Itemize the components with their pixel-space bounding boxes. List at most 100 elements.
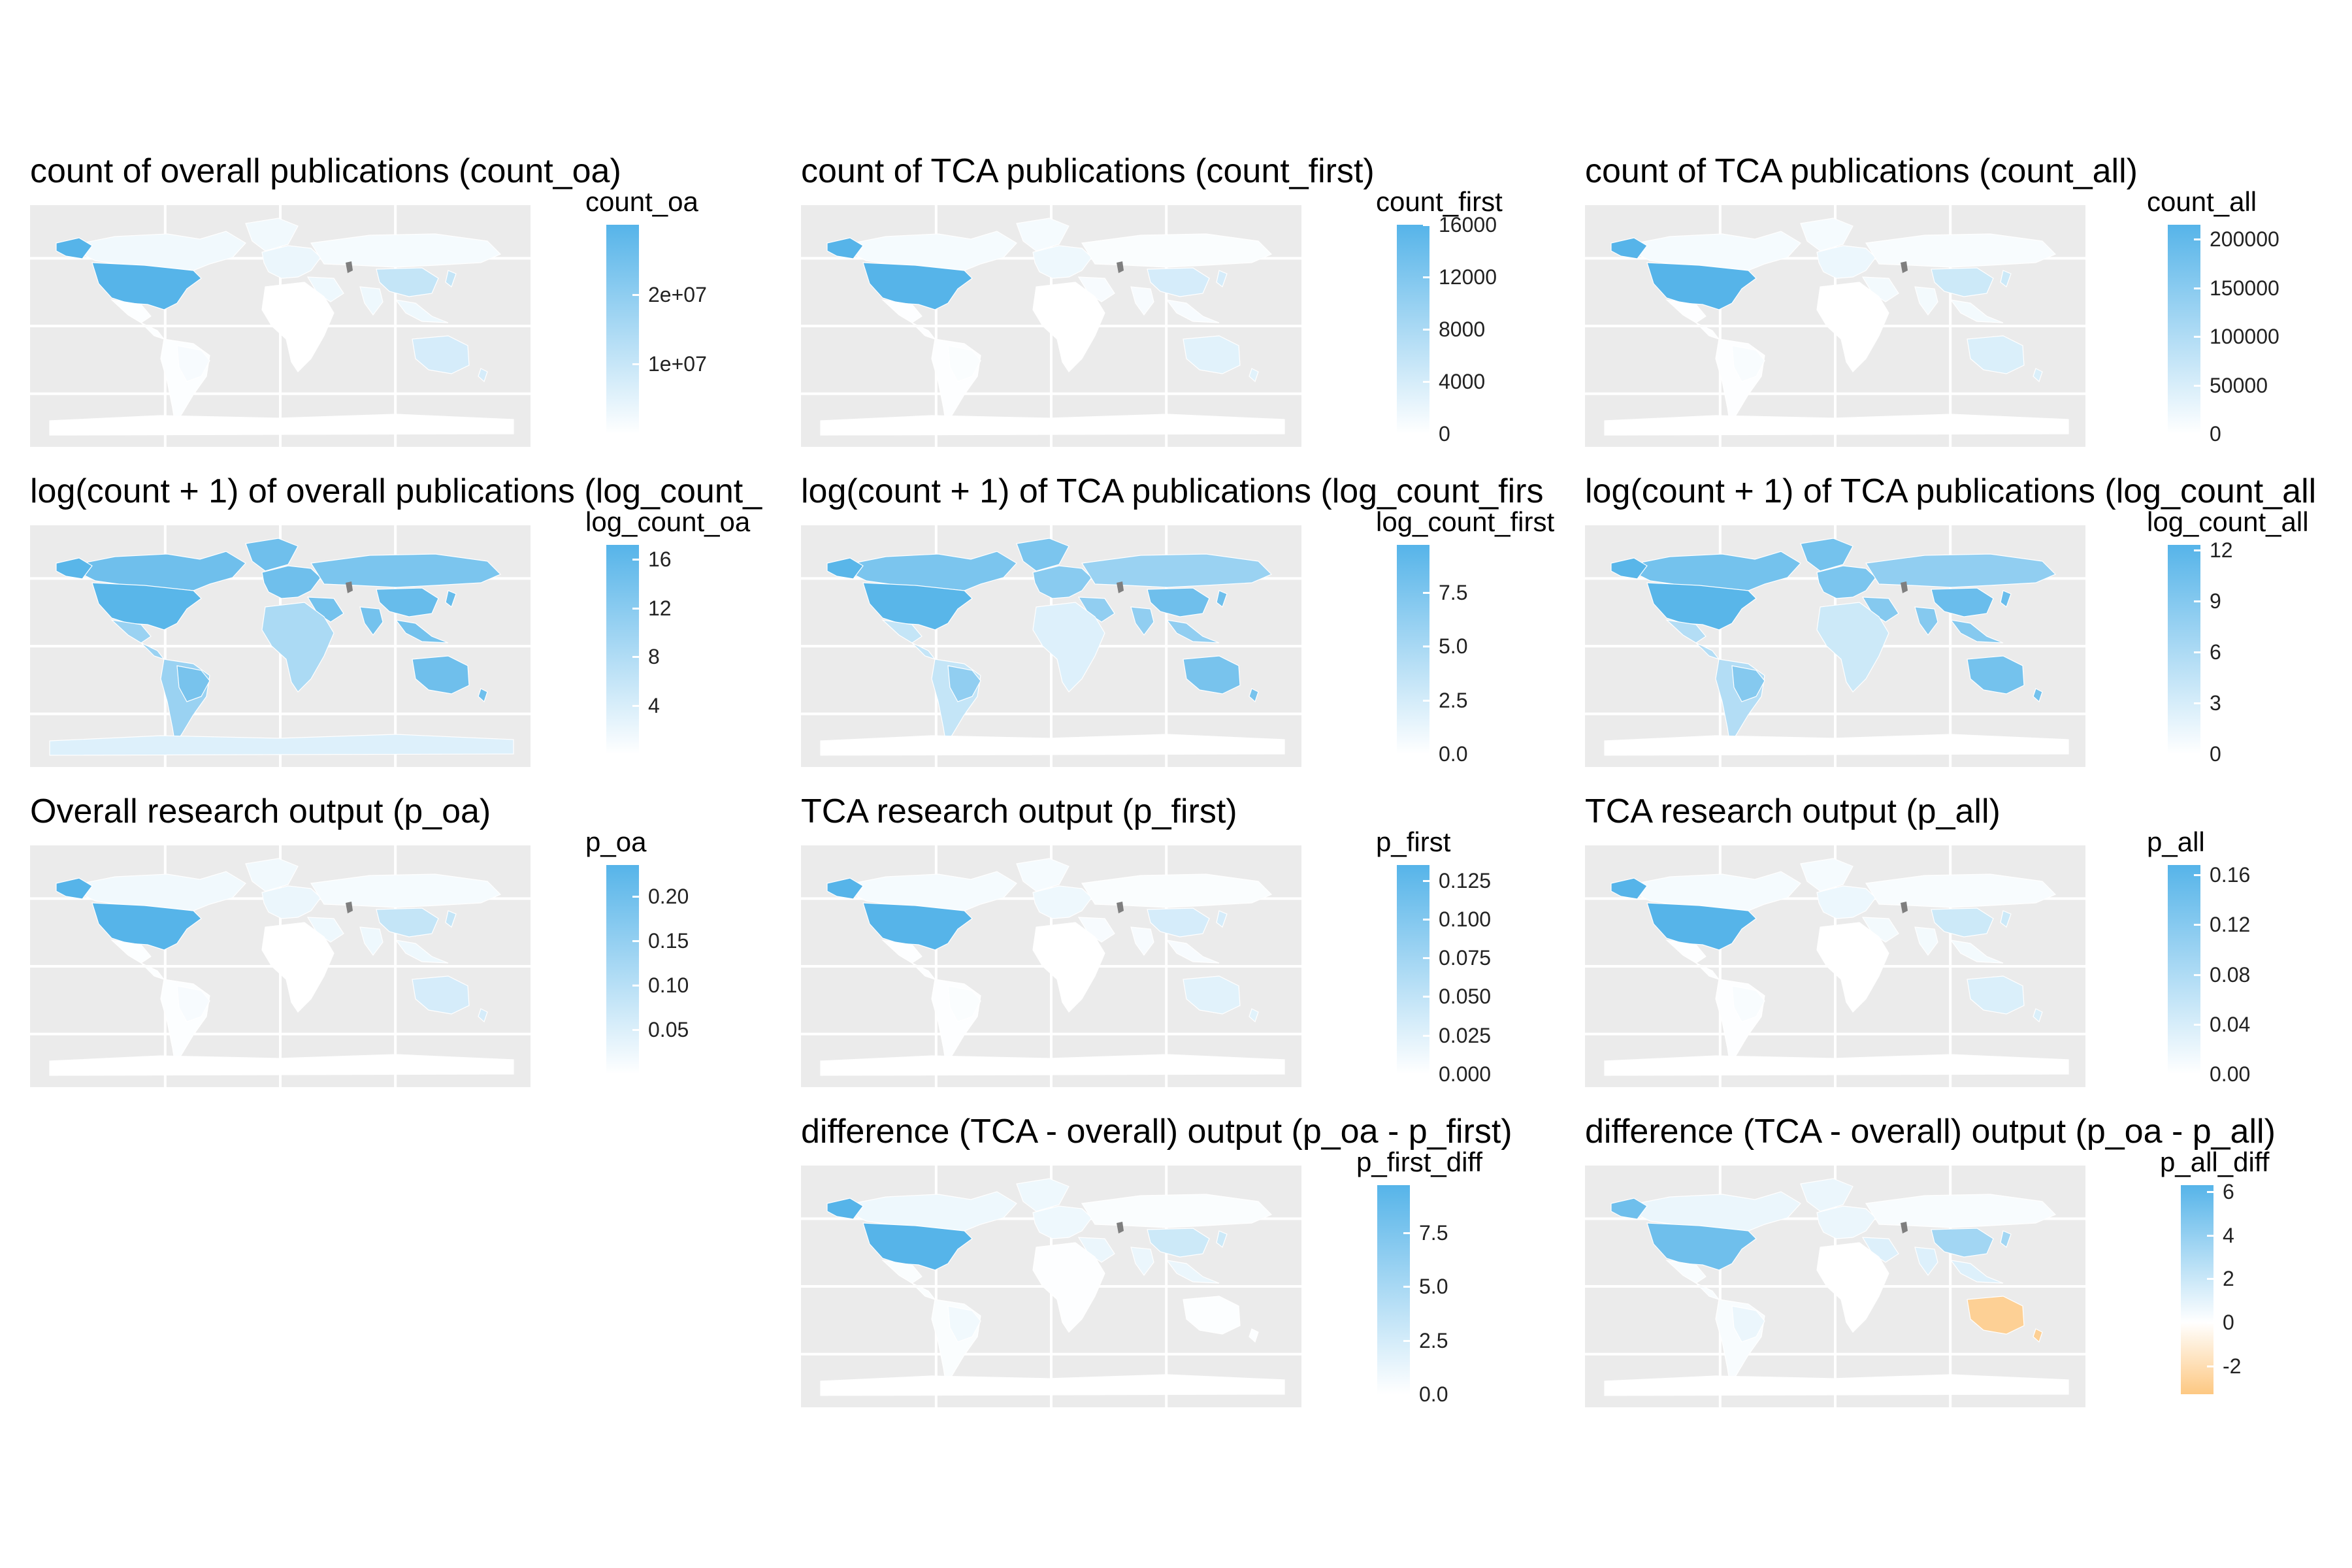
country-australia [1183, 1296, 1241, 1335]
country-missing-data [1901, 261, 1908, 273]
legend-tick-label: 100000 [2210, 325, 2279, 349]
country-new-zealand [2033, 368, 2043, 383]
country-alaska [826, 557, 864, 580]
world-map [30, 205, 531, 447]
country-india [359, 926, 384, 956]
country-europe [1032, 1205, 1092, 1239]
country-china [376, 907, 439, 938]
country-japan [2000, 1230, 2012, 1248]
legend-tick-label: 4 [648, 693, 660, 717]
legend-tick-mark [1423, 329, 1429, 331]
country-antarctica [49, 734, 514, 756]
map-svg [801, 845, 1301, 1087]
world-map [801, 845, 1301, 1087]
legend-tick-label: 5.0 [1419, 1275, 1448, 1299]
country-alaska [56, 877, 93, 900]
map-svg [30, 525, 531, 767]
legend-title: count_oa [585, 186, 698, 217]
country-se-asia [1950, 1260, 2004, 1284]
country-se-asia [1166, 619, 1220, 644]
legend-tick-mark [1403, 1286, 1410, 1288]
world-map [30, 525, 531, 767]
country-greenland [245, 858, 299, 892]
legend: p_first 0.125 0.100 0.075 0.050 0.025 0.000 [1376, 828, 1572, 1103]
legend-tick-label: 0.16 [2210, 863, 2251, 887]
legend-tick-label: 0.12 [2210, 913, 2251, 937]
country-se-asia [1950, 619, 2004, 644]
country-new-zealand [478, 688, 488, 703]
country-missing-data [1117, 261, 1124, 273]
legend-tick-label: 2.5 [1419, 1328, 1448, 1352]
legend-tick-mark [1423, 879, 1429, 882]
legend-tick-mark [632, 559, 639, 561]
country-missing-data [346, 581, 353, 593]
legend-tick-label: 4000 [1439, 370, 1486, 393]
legend-title: log_count_all [2147, 506, 2309, 537]
legend-tick-label: 8000 [1439, 318, 1486, 341]
legend-tick-label: 3 [2210, 691, 2221, 715]
world-map [801, 1166, 1301, 1407]
country-australia [412, 975, 470, 1015]
country-alaska [56, 237, 93, 259]
country-brazil [1731, 985, 1765, 1022]
country-europe [261, 885, 321, 919]
country-china [1931, 587, 1994, 617]
legend-title: log_count_first [1376, 506, 1555, 537]
country-greenland [1800, 218, 1854, 252]
country-russia [1865, 553, 2057, 588]
legend-colorbar [1397, 865, 1429, 1074]
country-russia [1865, 233, 2057, 268]
country-africa [261, 602, 335, 693]
country-china [376, 267, 439, 297]
country-alaska [826, 237, 864, 259]
legend-tick-mark [2194, 287, 2200, 289]
country-japan [2000, 910, 2012, 928]
country-japan [2000, 270, 2012, 287]
country-canada [846, 231, 1017, 271]
legend-tick-mark [2194, 238, 2200, 241]
legend-title: p_first [1376, 826, 1451, 857]
country-india [1130, 1247, 1154, 1277]
country-canada [1630, 551, 1801, 591]
country-india [1130, 926, 1154, 956]
country-russia [1865, 874, 2057, 908]
country-brazil [176, 345, 210, 382]
country-new-zealand [2033, 1328, 2043, 1343]
country-greenland [1016, 218, 1070, 252]
country-antarctica [820, 414, 1285, 436]
panel-title: TCA research output (p_all) [1585, 792, 2001, 830]
legend-tick-label: 0.025 [1439, 1023, 1492, 1047]
country-greenland [1016, 858, 1070, 892]
country-antarctica [1604, 734, 2069, 756]
legend-tick-label: 0 [2210, 742, 2221, 766]
country-brazil [947, 1305, 981, 1343]
country-china [1931, 1228, 1994, 1258]
country-alaska [1610, 1198, 1648, 1220]
country-europe [1032, 565, 1092, 599]
country-canada [1630, 871, 1801, 911]
country-japan [1216, 270, 1228, 287]
country-europe [1032, 245, 1092, 279]
country-canada [1630, 1191, 1801, 1232]
legend-tick-label: 0.00 [2210, 1062, 2251, 1086]
legend-tick-label: 0.04 [2210, 1012, 2251, 1036]
country-mexico [1665, 1260, 1707, 1284]
country-se-asia [395, 939, 449, 964]
country-japan [445, 270, 457, 287]
legend-tick-mark [632, 939, 639, 942]
legend-tick-label: 2.5 [1439, 688, 1468, 712]
legend-tick-mark [1423, 957, 1429, 960]
panel-title: count of TCA publications (count_first) [801, 152, 1375, 190]
country-japan [445, 590, 457, 608]
country-australia [412, 335, 470, 374]
legend-tick-label: 2 [2223, 1267, 2234, 1291]
legend-tick-label: 0.20 [648, 884, 689, 908]
country-canada [75, 231, 246, 271]
country-greenland [1016, 1178, 1070, 1212]
country-new-zealand [1249, 368, 1259, 383]
legend-tick-label: 0.05 [648, 1017, 689, 1041]
country-missing-data [1117, 581, 1124, 593]
legend-tick-mark [1423, 591, 1429, 594]
country-india [1130, 286, 1154, 316]
legend-title: p_all_diff [2160, 1147, 2270, 1177]
